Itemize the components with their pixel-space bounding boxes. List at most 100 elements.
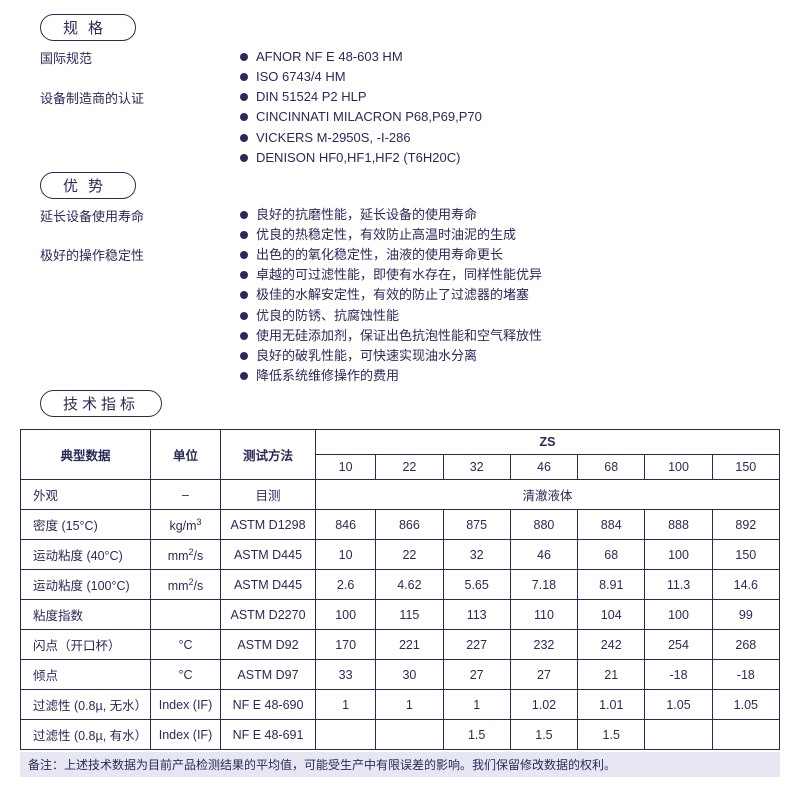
row-value: 888 <box>645 510 712 540</box>
row-value: 100 <box>645 540 712 570</box>
row-value <box>376 720 443 750</box>
th-grade: 22 <box>376 455 443 480</box>
spec-bullet-item: VICKERS M-2950S, -I-286 <box>240 128 780 148</box>
row-value: 115 <box>376 600 443 630</box>
spec-left: 国际规范设备制造商的认证 <box>40 47 240 168</box>
row-value: 4.62 <box>376 570 443 600</box>
row-value: 99 <box>712 600 779 630</box>
row-unit: Index (IF) <box>151 720 221 750</box>
row-value: 27 <box>510 660 577 690</box>
row-value: 1 <box>443 690 510 720</box>
spec-left-item: 设备制造商的认证 <box>40 89 240 109</box>
row-label: 运动粘度 (40°C) <box>21 540 151 570</box>
spec-bullet-item: CINCINNATI MILACRON P68,P69,P70 <box>240 107 780 127</box>
th-unit: 单位 <box>151 430 221 480</box>
row-value: 30 <box>376 660 443 690</box>
row-method: ASTM D445 <box>221 540 316 570</box>
spec-bullet-item: DENISON HF0,HF1,HF2 (T6H20C) <box>240 148 780 168</box>
row-unit: Index (IF) <box>151 690 221 720</box>
adv-bullet-item: 良好的破乳性能，可快速实现油水分离 <box>240 346 780 366</box>
row-value: 100 <box>645 600 712 630</box>
spec-bullet-item: ISO 6743/4 HM <box>240 67 780 87</box>
row-value: 150 <box>712 540 779 570</box>
th-grade: 10 <box>316 455 376 480</box>
row-value: 113 <box>443 600 510 630</box>
row-value: 27 <box>443 660 510 690</box>
row-value: 866 <box>376 510 443 540</box>
row-value: 33 <box>316 660 376 690</box>
row-value: 8.91 <box>578 570 645 600</box>
row-value: 7.18 <box>510 570 577 600</box>
adv-bullet-item: 良好的抗磨性能，延长设备的使用寿命 <box>240 205 780 225</box>
adv-bullet-item: 出色的的氧化稳定性，油液的使用寿命更长 <box>240 245 780 265</box>
row-value: 5.65 <box>443 570 510 600</box>
row-value: 1.05 <box>645 690 712 720</box>
row-value: 1.5 <box>443 720 510 750</box>
row-value: -18 <box>645 660 712 690</box>
adv-left-item: 极好的操作稳定性 <box>40 246 240 266</box>
row-method: 目测 <box>221 480 316 510</box>
row-value: 110 <box>510 600 577 630</box>
spec-bullets: AFNOR NF E 48-603 HMISO 6743/4 HMDIN 515… <box>240 47 780 168</box>
row-value: 22 <box>376 540 443 570</box>
row-value: 46 <box>510 540 577 570</box>
row-method: NF E 48-691 <box>221 720 316 750</box>
row-value: 242 <box>578 630 645 660</box>
row-value: 1.02 <box>510 690 577 720</box>
adv-bullet-item: 优良的防锈、抗腐蚀性能 <box>240 306 780 326</box>
row-method: ASTM D2270 <box>221 600 316 630</box>
th-grade: 46 <box>510 455 577 480</box>
row-value: 11.3 <box>645 570 712 600</box>
row-value: -18 <box>712 660 779 690</box>
row-value: 268 <box>712 630 779 660</box>
adv-left-item: 延长设备使用寿命 <box>40 207 240 227</box>
row-method: ASTM D97 <box>221 660 316 690</box>
row-value: 875 <box>443 510 510 540</box>
row-unit: °C <box>151 630 221 660</box>
row-value: 32 <box>443 540 510 570</box>
row-value: 2.6 <box>316 570 376 600</box>
section-header-spec: 规格 <box>40 14 136 41</box>
row-value: 232 <box>510 630 577 660</box>
row-label: 倾点 <box>21 660 151 690</box>
row-merged-value: 清澈液体 <box>316 480 780 510</box>
adv-bullets: 良好的抗磨性能，延长设备的使用寿命优良的热稳定性，有效防止高温时油泥的生成出色的… <box>240 205 780 386</box>
row-label: 过滤性 (0.8µ, 无水） <box>21 690 151 720</box>
row-value <box>316 720 376 750</box>
row-value: 1.01 <box>578 690 645 720</box>
row-value: 884 <box>578 510 645 540</box>
row-value: 104 <box>578 600 645 630</box>
row-value: 846 <box>316 510 376 540</box>
adv-bullet-item: 使用无硅添加剂，保证出色抗泡性能和空气释放性 <box>240 326 780 346</box>
row-method: ASTM D92 <box>221 630 316 660</box>
footnote: 备注：上述技术数据为目前产品检测结果的平均值，可能受生产中有限误差的影响。我们保… <box>20 752 780 777</box>
row-value: 21 <box>578 660 645 690</box>
row-method: NF E 48-690 <box>221 690 316 720</box>
adv-bullet-item: 极佳的水解安定性，有效的防止了过滤器的堵塞 <box>240 285 780 305</box>
row-unit: – <box>151 480 221 510</box>
row-value: 1.5 <box>510 720 577 750</box>
spec-row: 国际规范设备制造商的认证 AFNOR NF E 48-603 HMISO 674… <box>40 47 780 168</box>
row-label: 过滤性 (0.8µ, 有水） <box>21 720 151 750</box>
tech-table-wrap: 典型数据单位测试方法ZS1022324668100150外观–目测清澈液体密度 … <box>20 429 780 750</box>
tech-table: 典型数据单位测试方法ZS1022324668100150外观–目测清澈液体密度 … <box>20 429 780 750</box>
section-header-tech: 技术指标 <box>40 390 162 417</box>
row-value: 1.05 <box>712 690 779 720</box>
row-value: 880 <box>510 510 577 540</box>
adv-bullet-item: 优良的热稳定性，有效防止高温时油泥的生成 <box>240 225 780 245</box>
row-unit <box>151 600 221 630</box>
row-value: 10 <box>316 540 376 570</box>
row-value: 892 <box>712 510 779 540</box>
row-label: 密度 (15°C) <box>21 510 151 540</box>
row-value: 68 <box>578 540 645 570</box>
row-value: 227 <box>443 630 510 660</box>
row-value: 1 <box>376 690 443 720</box>
row-unit: kg/m3 <box>151 510 221 540</box>
th-grade: 150 <box>712 455 779 480</box>
row-label: 外观 <box>21 480 151 510</box>
row-label: 闪点（开口杯） <box>21 630 151 660</box>
row-unit: mm2/s <box>151 540 221 570</box>
row-value: 254 <box>645 630 712 660</box>
th-grade: 68 <box>578 455 645 480</box>
row-value: 1.5 <box>578 720 645 750</box>
